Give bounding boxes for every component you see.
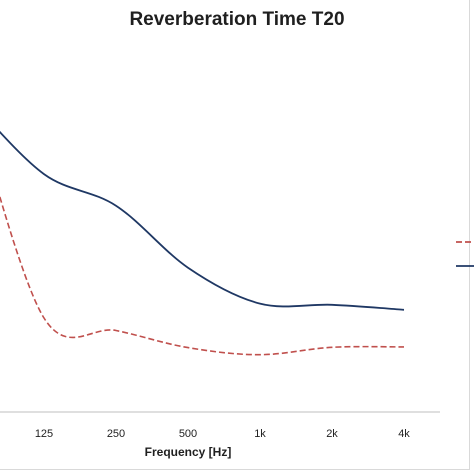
- x-axis-label: Frequency [Hz]: [145, 445, 232, 459]
- chart-title: Reverberation Time T20: [129, 9, 345, 30]
- x-tick-label: 4k: [398, 428, 410, 440]
- series-line-2: [0, 194, 405, 356]
- x-tick-label: 1k: [254, 428, 266, 440]
- series-line-1: [0, 130, 405, 311]
- x-tick-label: 125: [35, 428, 53, 440]
- x-tick-label: 250: [107, 428, 125, 440]
- x-tick-label: 2k: [326, 428, 338, 440]
- x-tick-label: 500: [179, 428, 197, 440]
